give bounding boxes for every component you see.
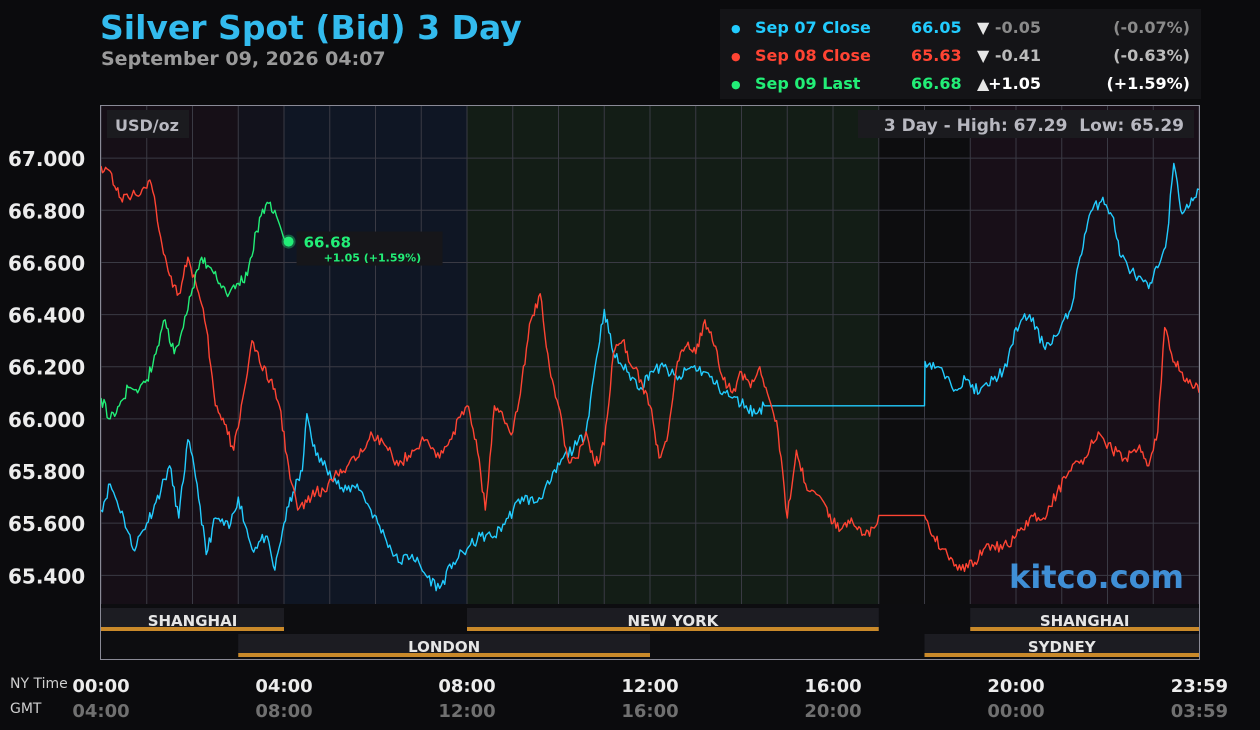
x-axis-gmt-label: GMT [10, 701, 42, 717]
x-tick-label-gmt: 08:00 [255, 701, 312, 722]
y-tick-label: 66.400 [8, 304, 85, 328]
session-background [101, 106, 239, 604]
legend-percent: (-0.07%) [1113, 18, 1190, 37]
chart-overlays: USD/oz 3 Day - High: 67.29 Low: 65.29 ki… [107, 110, 1194, 596]
down-arrow-icon: ▼ [977, 46, 990, 65]
session-background [467, 106, 879, 604]
legend-value: 66.68 [911, 74, 962, 93]
legend-item-sep07: ● Sep 07 Close 66.05 ▼ -0.05 (-0.07%) [720, 18, 1201, 44]
last-point-marker [283, 236, 294, 247]
legend-change: -0.41 [994, 46, 1041, 65]
chart-subtitle: September 09, 2026 04:07 [101, 48, 386, 70]
x-tick-label-ny: 23:59 [1171, 676, 1228, 697]
y-tick-label: 65.800 [8, 460, 85, 484]
session-label-sydney: SYDNEY [1028, 638, 1097, 656]
last-point-box [296, 231, 443, 266]
legend-dot-icon: ● [731, 50, 741, 63]
y-tick-label: 65.400 [8, 564, 85, 588]
x-tick-label-ny: 20:00 [987, 676, 1044, 697]
session-label-shanghai: SHANGHAI [148, 612, 238, 630]
series-line-sep-08-close [100, 165, 1200, 573]
session-bar-underline [924, 653, 1199, 657]
y-tick-label: 66.600 [8, 251, 85, 275]
legend-dot-icon: ● [731, 78, 741, 91]
y-tick-label: 65.600 [8, 512, 85, 536]
session-label-london: LONDON [408, 638, 480, 656]
legend-value: 65.63 [911, 46, 962, 65]
legend-percent: (+1.59%) [1106, 74, 1190, 93]
session-bar [238, 634, 650, 653]
session-bars: SHANGHAI NEW YORK SHANGHAI LONDON SYDNEY [101, 604, 1199, 660]
legend-name: Sep 07 Close [755, 18, 871, 37]
x-tick-label-ny: 12:00 [621, 676, 678, 697]
last-point-value: 66.68 [304, 234, 351, 252]
session-bar-underline [970, 627, 1199, 631]
legend-panel: ● Sep 07 Close 66.05 ▼ -0.05 (-0.07%) ● … [720, 9, 1201, 99]
legend-change: -0.05 [994, 18, 1041, 37]
session-background [238, 106, 284, 604]
series-line-sep-09-last [100, 201, 290, 420]
session-label-shanghai: SHANGHAI [1040, 612, 1130, 630]
y-tick-label: 66.800 [8, 199, 85, 223]
chart-axes: 67.000 66.800 66.600 66.400 66.200 66.000 65.8… [8, 147, 1228, 722]
session-bar [467, 608, 879, 627]
unit-label-box [107, 110, 189, 138]
x-tick-label-gmt: 00:00 [987, 701, 1044, 722]
legend-name: Sep 08 Close [755, 46, 871, 65]
high-low-box [858, 110, 1194, 138]
up-arrow-icon: ▲ [977, 74, 990, 93]
high-low-label: 3 Day - High: 67.29 Low: 65.29 [884, 116, 1184, 136]
legend-value: 66.05 [911, 18, 962, 37]
chart-title: Silver Spot (Bid) 3 Day [100, 8, 522, 47]
session-bar [970, 608, 1199, 627]
x-tick-label-gmt: 16:00 [621, 701, 678, 722]
plot-frame [100, 105, 1200, 660]
legend-change: +1.05 [988, 74, 1041, 93]
session-label-new-york: NEW YORK [627, 612, 719, 630]
session-bar [924, 634, 1199, 653]
session-background [970, 106, 1199, 604]
legend-item-sep08: ● Sep 08 Close 65.63 ▼ -0.41 (-0.63%) [720, 46, 1201, 72]
x-tick-label-ny: 16:00 [804, 676, 861, 697]
session-bar-underline [467, 627, 879, 631]
session-bar-underline [101, 627, 284, 631]
down-arrow-icon: ▼ [977, 18, 990, 37]
y-tick-label: 66.200 [8, 356, 85, 380]
y-tick-label: 67.000 [8, 147, 85, 171]
session-bar-underline [238, 653, 650, 657]
session-bar [101, 608, 284, 627]
x-tick-label-gmt: 04:00 [72, 701, 129, 722]
chart-series: 66.68+1.05 (+1.59%) [100, 162, 1200, 592]
x-tick-label-gmt: 03:59 [1171, 701, 1228, 722]
legend-dot-icon: ● [731, 22, 741, 35]
legend-percent: (-0.63%) [1113, 46, 1190, 65]
unit-label: USD/oz [115, 116, 179, 135]
kitco-watermark: kitco.com [1009, 558, 1184, 596]
x-tick-label-gmt: 20:00 [804, 701, 861, 722]
legend-name: Sep 09 Last [755, 74, 861, 93]
x-tick-label-ny: 08:00 [438, 676, 495, 697]
x-tick-label-gmt: 12:00 [438, 701, 495, 722]
x-axis-ny-label: NY Time [10, 676, 68, 692]
x-tick-label-ny: 04:00 [255, 676, 312, 697]
last-point-change: +1.05 (+1.59%) [324, 252, 422, 265]
series-line-sep-07-close [100, 162, 1200, 592]
x-tick-label-ny: 00:00 [72, 676, 129, 697]
legend-item-sep09: ● Sep 09 Last 66.68 ▲ +1.05 (+1.59%) [720, 74, 1201, 100]
y-tick-label: 66.000 [8, 408, 85, 432]
